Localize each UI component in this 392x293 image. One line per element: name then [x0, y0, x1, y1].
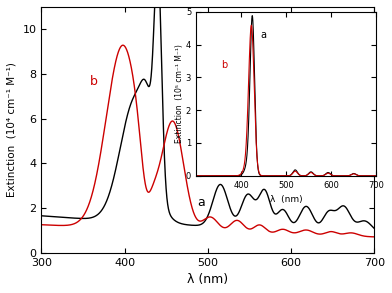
- Text: b: b: [221, 59, 227, 69]
- X-axis label: λ (nm): λ (nm): [187, 273, 229, 286]
- Text: a: a: [260, 30, 267, 40]
- X-axis label: λ  (nm): λ (nm): [270, 195, 303, 204]
- Y-axis label: Extinction  (10⁴ cm⁻¹ M⁻¹): Extinction (10⁴ cm⁻¹ M⁻¹): [7, 62, 17, 197]
- Y-axis label: Extinction  (10⁵ cm⁻¹ M⁻¹): Extinction (10⁵ cm⁻¹ M⁻¹): [175, 44, 184, 143]
- Text: a: a: [197, 196, 205, 209]
- Text: b: b: [90, 75, 98, 88]
